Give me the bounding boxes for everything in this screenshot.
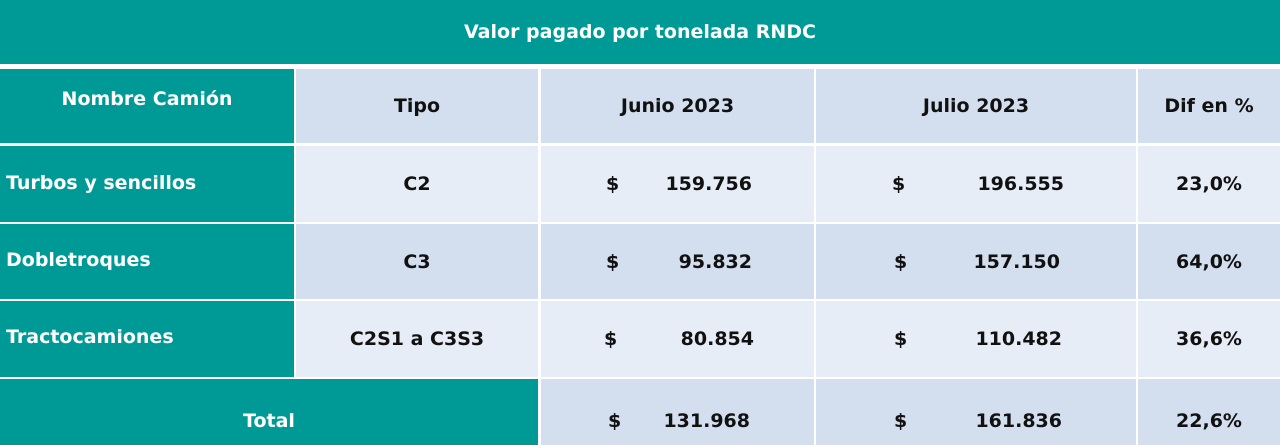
- total-label: Total: [0, 379, 538, 445]
- amount: 157.150: [973, 250, 1060, 273]
- table-row-name: Turbos y sencillos: [0, 146, 294, 222]
- row-julio: $ 196.555: [816, 146, 1136, 222]
- row-tipo: C2S1 a C3S3: [296, 301, 538, 377]
- amount: 131.968: [663, 410, 750, 432]
- row-dif: 64,0%: [1138, 224, 1280, 299]
- total-junio: $ 131.968: [541, 379, 814, 445]
- row-name-label: Tractocamiones: [6, 326, 174, 348]
- row-tipo: C2: [296, 146, 538, 222]
- currency-symbol: $: [606, 250, 620, 273]
- header-nombre-camion: Nombre Camión: [0, 69, 294, 143]
- amount: 95.832: [678, 250, 752, 273]
- total-dif: 22,6%: [1138, 379, 1280, 445]
- row-junio: $ 80.854: [541, 301, 814, 377]
- currency-symbol: $: [606, 173, 620, 195]
- header-julio: Julio 2023: [816, 69, 1136, 143]
- table-row-name: Tractocamiones: [0, 301, 294, 377]
- row-dif: 36,6%: [1138, 301, 1280, 377]
- header-dif: Dif en %: [1138, 69, 1280, 143]
- row-name-label: Dobletroques: [6, 248, 151, 271]
- currency-symbol: $: [894, 410, 908, 432]
- row-tipo: C3: [296, 224, 538, 299]
- row-julio: $ 157.150: [816, 224, 1136, 299]
- amount: 161.836: [975, 410, 1062, 432]
- header-tipo: Tipo: [296, 69, 538, 143]
- total-dif-value: 22,6%: [1176, 410, 1242, 432]
- row-junio: $ 159.756: [541, 146, 814, 222]
- currency-symbol: $: [894, 328, 908, 350]
- table-title: Valor pagado por tonelada RNDC: [0, 0, 1280, 64]
- amount: 110.482: [975, 328, 1062, 350]
- row-name-label: Turbos y sencillos: [6, 172, 197, 194]
- amount: 159.756: [665, 173, 752, 195]
- row-julio: $ 110.482: [816, 301, 1136, 377]
- amount: 196.555: [977, 173, 1064, 195]
- currency-symbol: $: [608, 410, 622, 432]
- amount: 80.854: [680, 328, 754, 350]
- table-row-name: Dobletroques: [0, 224, 294, 299]
- total-julio: $ 161.836: [816, 379, 1136, 445]
- currency-symbol: $: [604, 328, 618, 350]
- row-dif: 23,0%: [1138, 146, 1280, 222]
- row-junio: $ 95.832: [541, 224, 814, 299]
- currency-symbol: $: [892, 173, 906, 195]
- currency-symbol: $: [894, 250, 908, 273]
- total-label-text: Total: [243, 410, 295, 432]
- header-label: Nombre Camión: [61, 88, 233, 110]
- header-junio: Junio 2023: [541, 69, 814, 143]
